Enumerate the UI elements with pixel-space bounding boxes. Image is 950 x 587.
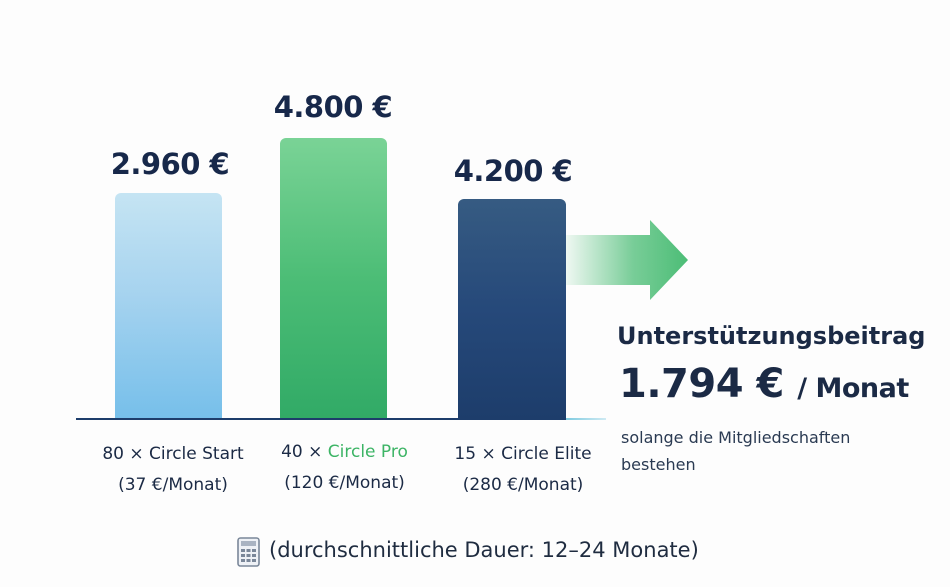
bar-circle-elite bbox=[458, 199, 566, 419]
category-label-elite: 15 × Circle Elite (280 €/Monat) bbox=[438, 439, 608, 501]
x-axis-baseline bbox=[76, 418, 566, 420]
plan-price: (120 €/Monat) bbox=[284, 473, 405, 493]
plan-name: Circle Elite bbox=[501, 444, 592, 464]
category-label-pro: 40 × Circle Pro (120 €/Monat) bbox=[262, 437, 427, 499]
bar-value-label-start: 2.960 € bbox=[110, 147, 230, 181]
plan-name: Circle Pro bbox=[327, 442, 408, 462]
x-axis-baseline-tail bbox=[566, 418, 606, 420]
category-label-start: 80 × Circle Start (37 €/Monat) bbox=[88, 439, 258, 501]
count: 80 × bbox=[102, 444, 144, 464]
bar-value-label-pro: 4.800 € bbox=[273, 90, 393, 124]
bar-circle-start bbox=[115, 193, 222, 419]
calculator-icon bbox=[237, 537, 260, 567]
summary-amount-unit: / Monat bbox=[797, 373, 909, 404]
bar-value-label-elite: 4.200 € bbox=[453, 154, 573, 188]
plan-name: Circle Start bbox=[149, 444, 244, 464]
summary-note: solange die Mitgliedschaften bestehen bbox=[621, 424, 921, 478]
plan-price: (280 €/Monat) bbox=[462, 475, 584, 495]
summary-note-line2: bestehen bbox=[621, 455, 696, 474]
bar-circle-pro bbox=[280, 138, 387, 419]
count: 15 × bbox=[454, 444, 496, 464]
plan-price: (37 €/Monat) bbox=[118, 475, 228, 495]
count: 40 × bbox=[281, 442, 323, 462]
arrow-right-icon bbox=[566, 220, 688, 300]
footer-duration-note: (durchschnittliche Dauer: 12–24 Monate) bbox=[269, 538, 699, 562]
summary-amount-value: 1.794 € bbox=[619, 361, 784, 407]
summary-amount: 1.794 € / Monat bbox=[619, 361, 909, 407]
summary-title: Unterstützungsbeitrag bbox=[617, 322, 926, 350]
summary-note-line1: solange die Mitgliedschaften bbox=[621, 428, 851, 447]
